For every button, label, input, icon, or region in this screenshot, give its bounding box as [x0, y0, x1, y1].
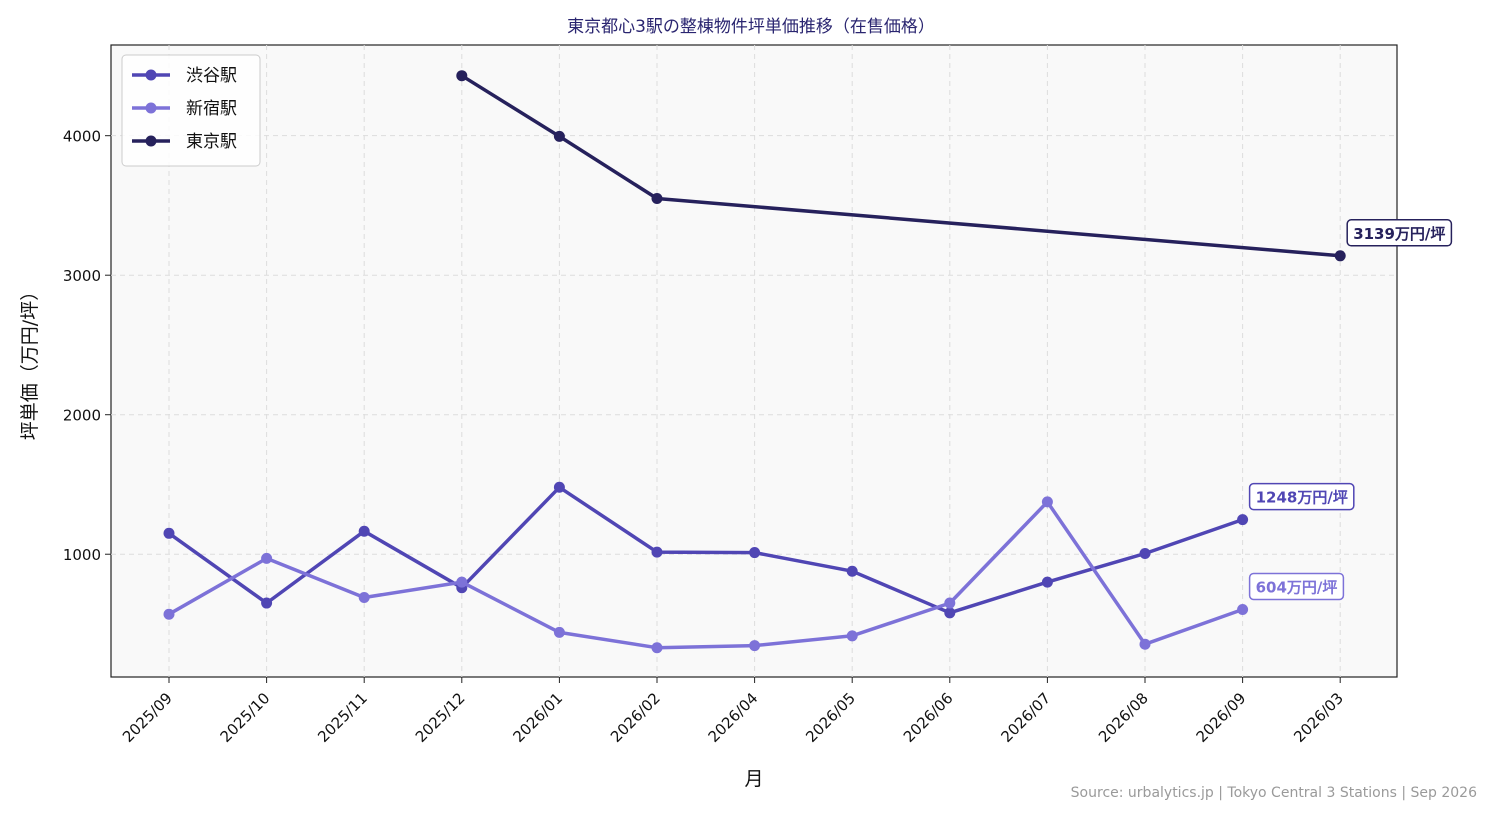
legend-swatch-marker: [145, 135, 157, 147]
data-point: [1041, 576, 1053, 588]
x-tick-label: 2026/08: [1095, 689, 1152, 746]
data-point: [456, 70, 468, 82]
legend-box: [121, 54, 261, 167]
data-point: [651, 546, 663, 558]
data-point: [651, 192, 663, 204]
annotation-box: [1346, 219, 1453, 247]
x-tick-label: 2026/03: [1290, 689, 1347, 746]
annotation-1: 604万円/坪: [1248, 572, 1345, 601]
annotation-box: [1248, 572, 1345, 601]
legend-swatch-marker: [145, 102, 157, 114]
data-point: [553, 130, 565, 142]
data-point: [358, 525, 370, 537]
x-tick-label: 2026/09: [1193, 689, 1250, 746]
annotations: 1248万円/坪 604万円/坪 3139万円/坪: [1248, 219, 1453, 601]
data-point: [553, 481, 565, 493]
data-point: [163, 608, 175, 620]
data-point: [1237, 603, 1249, 615]
y-tick-label: 4000: [63, 128, 101, 146]
data-point: [261, 552, 273, 564]
data-point: [456, 576, 468, 588]
data-point: [944, 607, 956, 619]
data-point: [749, 640, 761, 652]
y-tick-label: 2000: [63, 407, 101, 425]
annotation-2: 3139万円/坪: [1346, 219, 1453, 247]
plot-area: [110, 44, 1398, 678]
legend-swatch-marker: [145, 69, 157, 81]
x-tick-label: 2026/02: [607, 689, 664, 746]
x-tick-label: 2026/07: [997, 689, 1054, 746]
data-point: [1139, 638, 1151, 650]
x-tick-label: 2025/12: [412, 689, 469, 746]
data-point: [1334, 250, 1346, 262]
x-tick-label: 2025/11: [314, 689, 371, 746]
series-line-1: [167, 500, 1245, 650]
data-point: [749, 547, 761, 559]
x-tick-label: 2025/10: [217, 689, 274, 746]
x-tick-label: 2026/05: [802, 689, 859, 746]
x-axis-label: 月: [744, 768, 763, 790]
data-point: [1237, 514, 1249, 526]
annotation-label: 3139万円/坪: [1353, 225, 1445, 243]
data-point: [163, 527, 175, 539]
y-tick-label: 3000: [63, 267, 101, 285]
data-point: [261, 597, 273, 609]
x-tick-label: 2026/04: [705, 689, 762, 746]
annotation-label: 604万円/坪: [1256, 578, 1338, 596]
legend-entry-label: 東京駅: [186, 132, 237, 152]
data-point: [846, 565, 858, 577]
data-point: [358, 591, 370, 603]
annotation-0: 1248万円/坪: [1248, 482, 1355, 511]
chart-title: 東京都心3駅の整棟物件坪単価推移（在售価格）: [567, 17, 935, 37]
data-point: [553, 626, 565, 638]
x-tick-label: 2026/01: [509, 689, 566, 746]
annotation-box: [1248, 482, 1355, 511]
y-axis-label: 坪単価（万円/坪）: [19, 282, 41, 440]
data-point: [1139, 548, 1151, 560]
data-point: [651, 642, 663, 654]
series-line-0: [167, 485, 1245, 615]
series-group: [163, 70, 1346, 654]
data-point: [1041, 496, 1053, 508]
data-point: [846, 630, 858, 642]
x-tick-label: 2025/09: [119, 689, 176, 746]
y-tick-label: 1000: [63, 546, 101, 564]
legend-entry-label: 新宿駅: [186, 99, 237, 119]
x-tick-label: 2026/06: [900, 689, 957, 746]
data-point: [944, 597, 956, 609]
legend-entry-label: 渋谷駅: [186, 66, 237, 86]
series-line-2: [460, 73, 1342, 258]
source-note: Source: urbalytics.jp | Tokyo Central 3 …: [1071, 785, 1477, 801]
annotation-label: 1248万円/坪: [1256, 489, 1348, 507]
